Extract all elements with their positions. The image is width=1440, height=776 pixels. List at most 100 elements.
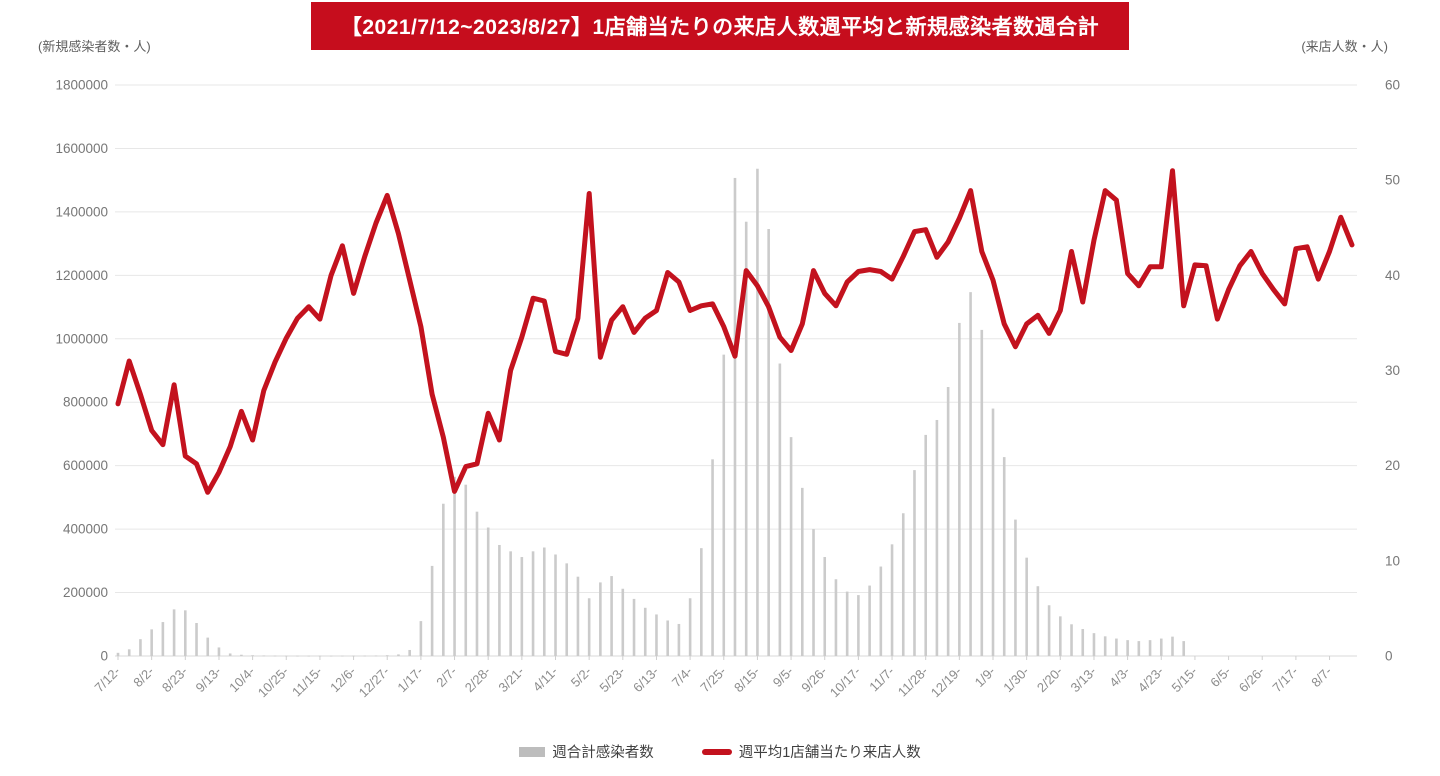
- infection-bar: [273, 655, 277, 657]
- x-axis-tick-label: 2/7-: [433, 664, 459, 690]
- infection-bar: [442, 503, 445, 656]
- infection-bar: [823, 557, 827, 656]
- x-axis-tick-label: 1/9-: [972, 664, 998, 690]
- infection-bar: [913, 470, 916, 656]
- infection-bar: [890, 544, 894, 656]
- infection-bar: [857, 595, 860, 656]
- infection-bar: [666, 620, 669, 656]
- infection-bar: [385, 655, 389, 657]
- x-axis-tick-label: 8/15-: [731, 664, 763, 696]
- infection-bar: [1148, 640, 1152, 656]
- infection-bar: [1171, 636, 1174, 656]
- x-axis-tick-label: 6/13-: [630, 664, 662, 696]
- infection-bar: [116, 652, 120, 656]
- infection-bar: [565, 563, 569, 656]
- left-axis-tick: 1800000: [55, 78, 108, 93]
- infection-bar: [879, 566, 883, 656]
- visitors-line: [115, 168, 1355, 495]
- infection-bar: [262, 655, 266, 657]
- infection-bar: [621, 588, 625, 656]
- x-axis-tick-label: 11/28-: [895, 664, 931, 700]
- x-axis-tick-label: 10/4-: [226, 664, 258, 696]
- legend-bars-label: 週合計感染者数: [552, 745, 654, 761]
- x-axis-tick-label: 5/23-: [596, 664, 628, 696]
- line-series-swatch: [701, 748, 732, 755]
- x-axis-tick-label: 5/2-: [568, 664, 594, 690]
- infection-bar: [509, 551, 512, 656]
- x-axis-labels: 7/12- 8/2- 8/23- 9/13- 10/4-10/25-11/15- 12/6…: [92, 656, 1335, 700]
- left-axis-tick: 400000: [63, 522, 108, 537]
- infection-bar: [756, 168, 759, 656]
- infection-bar: [195, 623, 198, 656]
- x-axis-tick-label: 4/23-: [1135, 664, 1167, 696]
- x-axis-tick-label: 3/13-: [1068, 664, 1100, 696]
- infection-bar: [744, 221, 748, 656]
- x-axis-tick-label: 4/3-: [1106, 664, 1132, 690]
- right-axis-tick: 50: [1385, 173, 1400, 188]
- x-axis-tick-label: 7/25-: [697, 664, 729, 696]
- left-axis-tick: 0: [100, 649, 108, 664]
- infection-bar: [946, 386, 950, 656]
- infection-bar: [475, 511, 479, 656]
- x-axis-tick-label: 1/30-: [1000, 664, 1032, 696]
- x-axis-tick-label: 12/27-: [356, 664, 393, 701]
- right-axis-tick: 30: [1385, 363, 1400, 378]
- x-axis-tick-label: 6/26-: [1236, 664, 1268, 696]
- title-banner-wrap: 【2021/7/12~2023/8/27】1店舗当たりの来店人数週平均と新規感染…: [0, 2, 1440, 50]
- infection-bar: [1059, 616, 1062, 656]
- infection-bar: [789, 437, 793, 656]
- infection-bar: [127, 649, 131, 656]
- infection-bar: [722, 354, 726, 656]
- x-axis-tick-label: 11/7-: [866, 664, 897, 695]
- infection-bar: [688, 598, 692, 656]
- infection-bar: [1137, 641, 1141, 656]
- infection-bar: [284, 655, 288, 657]
- infection-bar: [172, 609, 176, 656]
- infection-bar: [1081, 629, 1085, 656]
- right-axis-tick: 40: [1385, 268, 1400, 283]
- infection-bar: [587, 598, 591, 656]
- left-axis-tick: 1400000: [55, 204, 108, 219]
- infection-bar: [1036, 586, 1040, 656]
- x-axis-tick-label: 2/28-: [462, 664, 494, 696]
- infection-bar: [677, 623, 681, 656]
- left-axis-labels: 0 200000 400000 600000 800000 1000000 1200000 1…: [55, 78, 108, 664]
- x-axis-tick-label: 12/6-: [327, 664, 359, 696]
- right-axis-tick: 20: [1385, 458, 1400, 473]
- right-axis-tick: 10: [1385, 553, 1400, 568]
- infection-bar: [733, 177, 737, 656]
- infection-bar: [296, 655, 299, 657]
- infection-bar: [800, 487, 804, 656]
- line-series: [115, 168, 1355, 495]
- x-axis-tick-label: 10/17-: [827, 664, 864, 701]
- x-axis-tick-label: 8/2-: [130, 664, 156, 690]
- infection-bar: [1092, 633, 1096, 656]
- legend: 週合計感染者数 週平均1店舗当たり来店人数: [0, 741, 1440, 762]
- infection-bar: [542, 547, 546, 656]
- infection-bar: [554, 554, 557, 656]
- infection-bar: [184, 610, 187, 656]
- infection-bar: [576, 576, 580, 656]
- infection-bar: [307, 655, 311, 657]
- x-axis-tick-label: 7/12-: [92, 664, 124, 696]
- infection-bar: [206, 637, 210, 656]
- infection-bar: [240, 654, 243, 656]
- infection-bar: [464, 484, 468, 656]
- infection-bar: [1047, 605, 1051, 656]
- infection-bar: [486, 527, 490, 656]
- infection-bar: [643, 607, 647, 656]
- chart-title: 【2021/7/12~2023/8/27】1店舗当たりの来店人数週平均と新規感染…: [310, 2, 1130, 50]
- infection-bar: [419, 621, 423, 656]
- left-axis-tick: 1600000: [55, 141, 108, 156]
- bar-series-swatch: [519, 746, 546, 757]
- x-axis-tick-label: 9/13-: [193, 664, 225, 696]
- infection-bar: [924, 434, 927, 656]
- infection-bar: [1115, 638, 1118, 656]
- infection-bar: [161, 622, 165, 656]
- x-axis-tick-label: 4/11-: [530, 664, 561, 695]
- right-axis-tick: 60: [1385, 78, 1400, 93]
- infection-bar: [363, 655, 367, 657]
- infection-bar: [1002, 457, 1006, 656]
